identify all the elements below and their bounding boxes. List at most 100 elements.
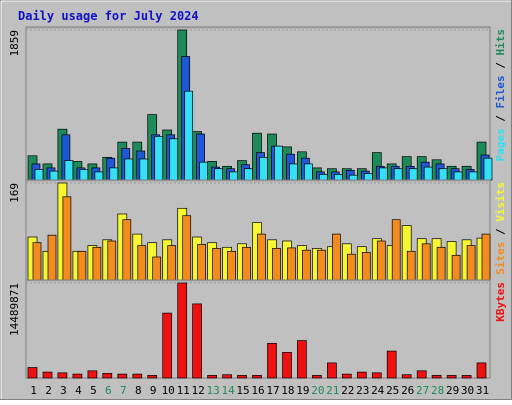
x-tick-label-day-31: 31 <box>476 384 489 397</box>
bar-pages-day-3 <box>64 160 74 181</box>
x-tick-label-day-12: 12 <box>191 384 204 397</box>
panel-hits-files-pages: 1859 Pages / Files / Hits <box>8 26 507 181</box>
bar-kbytes-day-8 <box>132 373 143 379</box>
bar-sites-day-1 <box>32 242 42 281</box>
bar-pages-day-27 <box>423 166 433 181</box>
legend-entry-files: Files <box>494 75 507 108</box>
bar-pages-day-17 <box>274 145 283 181</box>
x-tick-label-day-27: 27 <box>416 384 429 397</box>
x-tick-label-day-22: 22 <box>341 384 354 397</box>
bar-sites-day-12 <box>197 244 206 281</box>
bar-sites-day-7 <box>122 219 132 281</box>
bar-sites-day-11 <box>182 215 192 281</box>
x-tick-label-day-14: 14 <box>221 384 235 397</box>
legend-entry-visits: Visits <box>494 182 507 222</box>
bar-pages-day-12 <box>199 161 208 181</box>
bar-sites-day-30 <box>466 245 476 281</box>
bar-kbytes-day-19 <box>297 340 307 379</box>
chart-title: Daily usage for July 2024 <box>18 9 199 23</box>
bar-sites-day-18 <box>287 247 296 281</box>
bar-pages-day-8 <box>139 158 149 181</box>
x-tick-label-day-20: 20 <box>311 384 324 397</box>
x-tick-label-day-3: 3 <box>60 384 67 397</box>
bar-kbytes-day-1 <box>27 367 38 379</box>
bar-pages-day-2 <box>49 170 59 181</box>
bar-sites-day-20 <box>317 249 326 281</box>
x-tick-label-day-8: 8 <box>135 384 142 397</box>
x-tick-label-day-24: 24 <box>371 384 385 397</box>
bar-kbytes-day-27 <box>416 370 427 379</box>
legend-entry-pages: Pages <box>494 128 507 161</box>
bar-pages-day-26 <box>408 168 418 181</box>
legend-kbytes: KBytes <box>494 282 507 322</box>
bar-pages-day-19 <box>304 163 313 181</box>
x-tick-label-day-6: 6 <box>105 384 112 397</box>
bar-sites-day-3 <box>62 196 72 281</box>
bar-kbytes-day-29 <box>446 375 457 379</box>
bar-kbytes-day-31 <box>476 362 487 379</box>
bar-sites-day-26 <box>406 250 416 281</box>
bar-kbytes-day-7 <box>117 373 128 379</box>
x-tick-label-day-13: 13 <box>206 384 219 397</box>
bar-sites-day-6 <box>107 240 117 281</box>
legend-hits-files-pages: Pages / Files / Hits <box>494 29 507 162</box>
bar-kbytes-day-15 <box>237 375 247 379</box>
series-pages <box>34 90 493 181</box>
bar-kbytes-day-13 <box>207 375 217 379</box>
bar-kbytes-day-21 <box>327 362 337 379</box>
bar-sites-day-14 <box>227 250 236 281</box>
y-max-label-hits-files-pages: 1859 <box>8 30 21 57</box>
x-tick-label-day-25: 25 <box>386 384 399 397</box>
bar-pages-day-31 <box>483 157 493 181</box>
bar-sites-day-8 <box>137 245 147 281</box>
bar-sites-day-27 <box>421 243 431 281</box>
bar-pages-day-5 <box>94 171 104 181</box>
bar-pages-day-16 <box>259 157 268 181</box>
x-tick-label-day-28: 28 <box>431 384 444 397</box>
bar-kbytes-day-6 <box>102 373 113 379</box>
bar-sites-day-17 <box>272 248 281 281</box>
bar-kbytes-day-20 <box>312 375 322 379</box>
bar-kbytes-day-26 <box>401 374 412 379</box>
bar-pages-day-20 <box>319 174 328 181</box>
bar-sites-day-13 <box>212 248 221 281</box>
bar-pages-day-14 <box>229 171 238 181</box>
bar-kbytes-day-5 <box>87 370 98 379</box>
bar-kbytes-day-2 <box>42 371 53 379</box>
bar-sites-day-22 <box>346 253 356 281</box>
bar-pages-day-28 <box>438 168 448 181</box>
x-tick-label-day-15: 15 <box>236 384 249 397</box>
x-tick-label-day-26: 26 <box>401 384 414 397</box>
bar-sites-day-5 <box>92 246 102 281</box>
bar-sites-day-19 <box>302 249 311 281</box>
bar-pages-day-23 <box>363 173 373 181</box>
bar-kbytes-day-17 <box>267 342 277 379</box>
bar-sites-day-4 <box>77 250 87 281</box>
bar-sites-day-16 <box>257 233 266 281</box>
bar-sites-day-23 <box>361 252 371 281</box>
legend-separator: / <box>494 56 507 76</box>
bar-kbytes-day-18 <box>282 352 292 379</box>
legend-entry-sites: Sites <box>494 242 507 275</box>
bar-pages-day-24 <box>378 167 388 181</box>
bar-pages-day-30 <box>468 171 478 181</box>
bar-kbytes-day-25 <box>386 350 397 379</box>
bar-kbytes-day-12 <box>192 303 202 379</box>
bar-sites-day-24 <box>376 240 386 281</box>
bar-pages-day-7 <box>124 158 134 181</box>
x-tick-label-day-4: 4 <box>75 384 82 397</box>
bar-kbytes-day-24 <box>371 372 382 379</box>
x-tick-label-day-2: 2 <box>45 384 52 397</box>
x-tick-label-day-21: 21 <box>326 384 339 397</box>
panel-box-kbytes <box>25 279 491 379</box>
series-visits <box>27 182 487 281</box>
x-tick-label-day-30: 30 <box>461 384 474 397</box>
x-tick-label-day-17: 17 <box>266 384 279 397</box>
legend-separator: / <box>494 222 507 242</box>
bar-pages-day-25 <box>393 168 403 181</box>
bar-kbytes-day-9 <box>147 375 158 379</box>
bar-sites-day-31 <box>481 233 491 281</box>
bar-kbytes-day-4 <box>72 373 83 379</box>
x-tick-label-day-18: 18 <box>281 384 294 397</box>
